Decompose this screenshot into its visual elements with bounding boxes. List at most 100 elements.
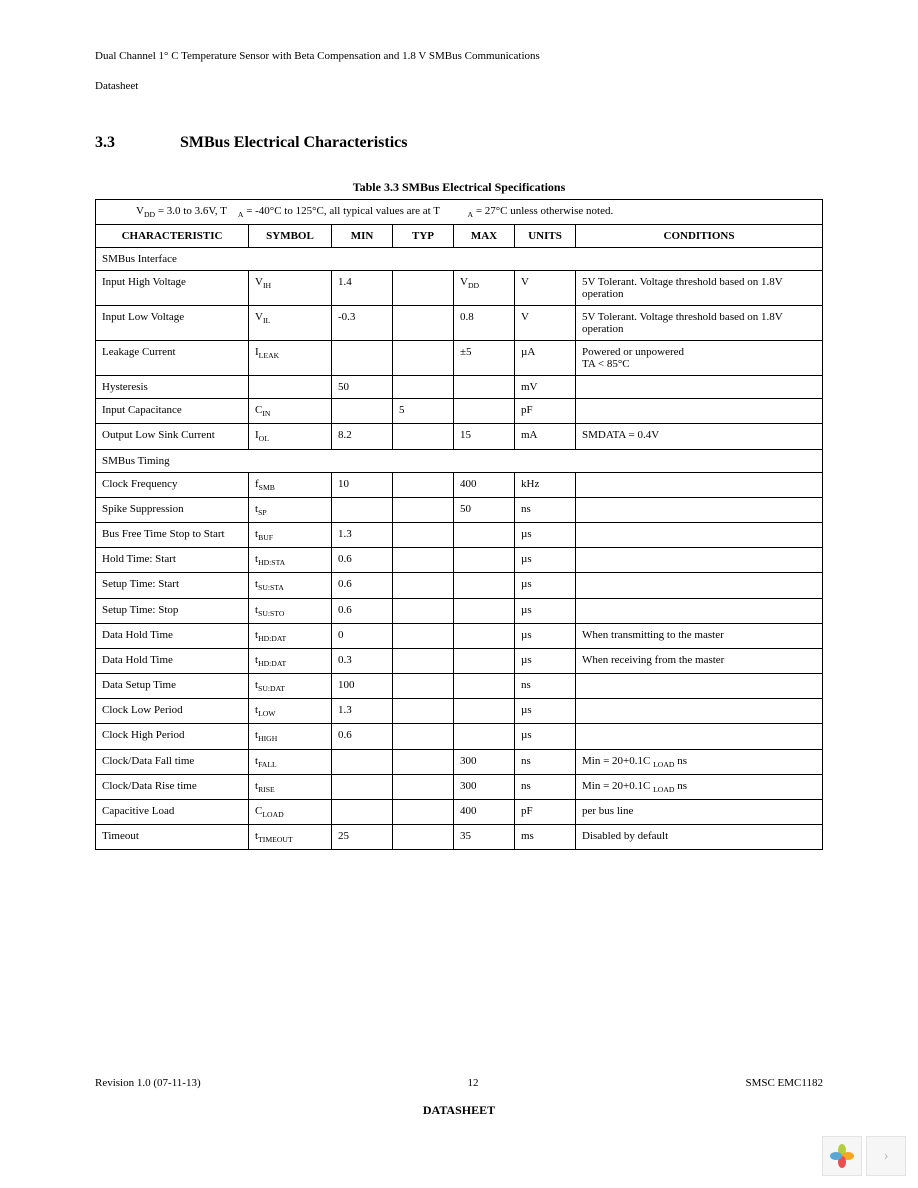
cell-units: ns: [515, 774, 576, 799]
cell-max: [454, 598, 515, 623]
cell-conditions: [576, 376, 823, 399]
cell-symbol: tHD:DAT: [249, 648, 332, 673]
cell-conditions: [576, 699, 823, 724]
table-row: Capacitive LoadCLOAD 400pFper bus line: [96, 800, 823, 825]
brand-logo-button[interactable]: [822, 1136, 862, 1176]
cell-conditions: 5V Tolerant. Voltage threshold based on …: [576, 306, 823, 341]
condition-cell: VDD = 3.0 to 3.6V, T A = -40°C to 125°C,…: [96, 200, 823, 225]
cell-max: [454, 674, 515, 699]
cell-units: µs: [515, 648, 576, 673]
cell-units: pF: [515, 800, 576, 825]
cell-conditions: [576, 399, 823, 424]
cell-characteristic: Bus Free Time Stop to Start: [96, 522, 249, 547]
section-title: SMBus Electrical Characteristics: [180, 134, 408, 152]
table-row: Bus Free Time Stop to StarttBUF1.3µs: [96, 522, 823, 547]
cell-conditions: Min = 20+0.1C LOAD ns: [576, 749, 823, 774]
footer-revision: Revision 1.0 (07-11-13): [95, 1077, 201, 1089]
cell-typ: 5: [393, 399, 454, 424]
cell-units: µs: [515, 548, 576, 573]
cell-symbol: tHD:STA: [249, 548, 332, 573]
cell-typ: [393, 800, 454, 825]
table-row: Clock High PeriodtHIGH0.6 µs: [96, 724, 823, 749]
cell-units: µs: [515, 699, 576, 724]
doc-type-label: Datasheet: [95, 80, 823, 92]
cell-max: 15: [454, 424, 515, 449]
cell-characteristic: Data Setup Time: [96, 674, 249, 699]
cell-symbol: tTIMEOUT: [249, 825, 332, 850]
cell-characteristic: Data Hold Time: [96, 623, 249, 648]
page-header-title: Dual Channel 1° C Temperature Sensor wit…: [95, 50, 823, 62]
cell-typ: [393, 598, 454, 623]
cell-units: mV: [515, 376, 576, 399]
cell-max: [454, 548, 515, 573]
cell-typ: [393, 376, 454, 399]
table-row: TimeouttTIMEOUT2535msDisabled by default: [96, 825, 823, 850]
cell-min: 0: [332, 623, 393, 648]
cell-typ: [393, 522, 454, 547]
cell-max: [454, 699, 515, 724]
cell-characteristic: Hysteresis: [96, 376, 249, 399]
cell-characteristic: Data Hold Time: [96, 648, 249, 673]
cell-symbol: tSU:DAT: [249, 674, 332, 699]
cell-max: 50: [454, 497, 515, 522]
cell-symbol: tLOW: [249, 699, 332, 724]
cell-symbol: tHIGH: [249, 724, 332, 749]
table-row: Input Low VoltageVIL-0.30.8V5V Tolerant.…: [96, 306, 823, 341]
cell-characteristic: Capacitive Load: [96, 800, 249, 825]
table-row: Input CapacitanceCIN5pF: [96, 399, 823, 424]
cell-conditions: When receiving from the master: [576, 648, 823, 673]
cell-units: ms: [515, 825, 576, 850]
cell-max: 400: [454, 472, 515, 497]
section-number: 3.3: [95, 134, 180, 152]
cell-symbol: [249, 376, 332, 399]
cell-symbol: VIH: [249, 271, 332, 306]
cell-min: [332, 341, 393, 376]
cell-max: [454, 724, 515, 749]
condition-row: VDD = 3.0 to 3.6V, T A = -40°C to 125°C,…: [96, 200, 823, 225]
table-row: Hold Time: StarttHD:STA0.6µs: [96, 548, 823, 573]
cell-characteristic: Clock Low Period: [96, 699, 249, 724]
cell-units: µs: [515, 522, 576, 547]
cell-min: 0.6: [332, 573, 393, 598]
cell-conditions: Powered or unpoweredTA < 85°C: [576, 341, 823, 376]
cell-symbol: IOL: [249, 424, 332, 449]
viewer-widget: ›: [818, 1136, 906, 1176]
next-page-button[interactable]: ›: [866, 1136, 906, 1176]
cell-typ: [393, 548, 454, 573]
col-typ: TYP: [393, 225, 454, 248]
cell-min: 1.3: [332, 522, 393, 547]
cell-symbol: tFALL: [249, 749, 332, 774]
section-row-interface: SMBus Interface: [96, 248, 823, 271]
cell-units: V: [515, 271, 576, 306]
cell-min: 0.6: [332, 724, 393, 749]
cell-typ: [393, 699, 454, 724]
cell-characteristic: Clock High Period: [96, 724, 249, 749]
cell-units: µs: [515, 573, 576, 598]
cell-max: 35: [454, 825, 515, 850]
cell-max: ±5: [454, 341, 515, 376]
cell-characteristic: Output Low Sink Current: [96, 424, 249, 449]
cell-max: 400: [454, 800, 515, 825]
cell-conditions: [576, 573, 823, 598]
cell-characteristic: Timeout: [96, 825, 249, 850]
chevron-right-icon: ›: [883, 1147, 888, 1165]
cell-symbol: tRISE: [249, 774, 332, 799]
table-row: Data Hold TimetHD:DAT0µsWhen transmittin…: [96, 623, 823, 648]
table-row: Clock FrequencyfSMB10400kHz: [96, 472, 823, 497]
cell-symbol: CLOAD: [249, 800, 332, 825]
spec-table: VDD = 3.0 to 3.6V, T A = -40°C to 125°C,…: [95, 199, 823, 850]
cell-typ: [393, 674, 454, 699]
cell-symbol: tHD:DAT: [249, 623, 332, 648]
cell-symbol: VIL: [249, 306, 332, 341]
cell-typ: [393, 472, 454, 497]
cell-typ: [393, 341, 454, 376]
cell-units: µs: [515, 724, 576, 749]
cell-characteristic: Hold Time: Start: [96, 548, 249, 573]
cell-conditions: per bus line: [576, 800, 823, 825]
cell-units: V: [515, 306, 576, 341]
cell-conditions: SMDATA = 0.4V: [576, 424, 823, 449]
cell-max: [454, 376, 515, 399]
header-row: CHARACTERISTIC SYMBOL MIN TYP MAX UNITS …: [96, 225, 823, 248]
col-min: MIN: [332, 225, 393, 248]
col-symbol: SYMBOL: [249, 225, 332, 248]
